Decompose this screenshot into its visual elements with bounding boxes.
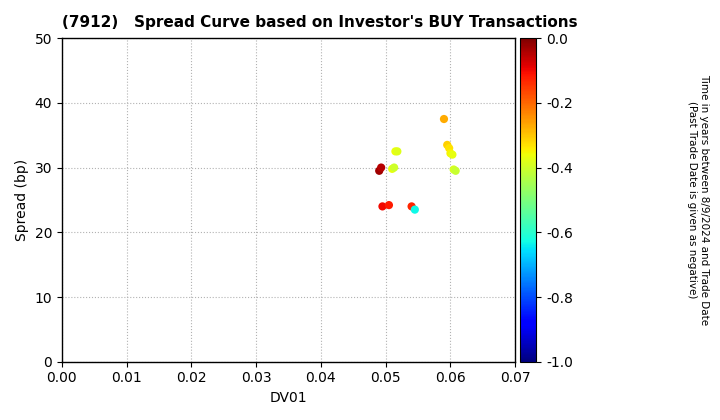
Point xyxy=(448,166,459,173)
Point xyxy=(445,150,456,157)
Point xyxy=(438,116,450,122)
Y-axis label: Spread (bp): Spread (bp) xyxy=(15,159,29,241)
Point xyxy=(409,206,420,213)
Point xyxy=(390,148,401,155)
Point xyxy=(383,202,395,208)
Point xyxy=(374,168,385,174)
Point xyxy=(441,142,453,148)
Point xyxy=(377,203,388,210)
Text: (7912)   Spread Curve based on Investor's BUY Transactions: (7912) Spread Curve based on Investor's … xyxy=(62,15,577,30)
Point xyxy=(406,203,418,210)
Point xyxy=(387,165,398,172)
Point xyxy=(444,145,455,152)
Point xyxy=(450,168,462,174)
Point xyxy=(446,151,458,158)
Point xyxy=(388,164,400,171)
Point xyxy=(375,164,387,171)
Y-axis label: Time in years between 8/9/2024 and Trade Date
(Past Trade Date is given as negat: Time in years between 8/9/2024 and Trade… xyxy=(687,74,708,326)
Point xyxy=(392,148,403,155)
X-axis label: DV01: DV01 xyxy=(270,391,307,405)
